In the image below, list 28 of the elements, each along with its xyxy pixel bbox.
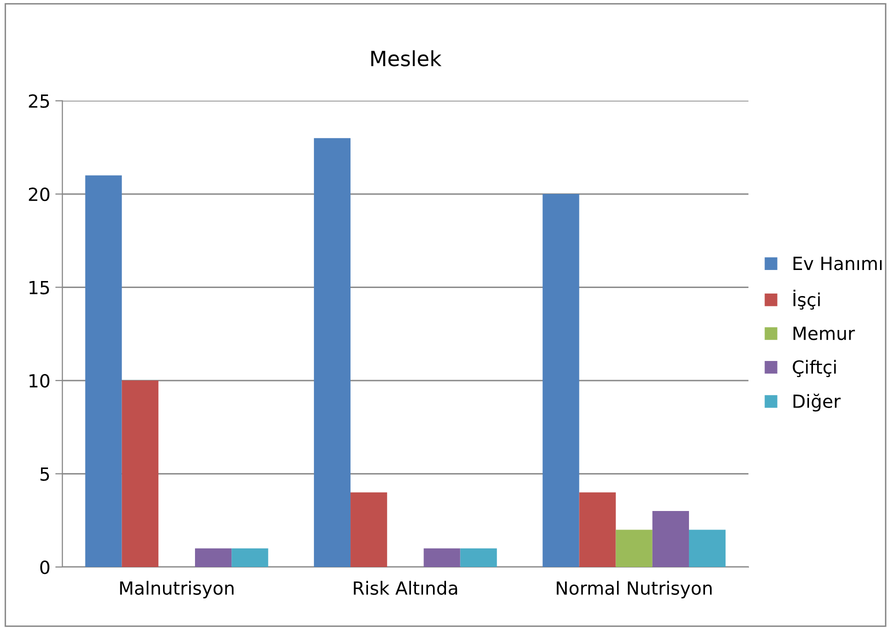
x-tick-label: Normal Nutrisyon bbox=[556, 580, 712, 598]
y-tick-label: 25 bbox=[28, 94, 49, 108]
bar bbox=[195, 548, 232, 567]
bar bbox=[652, 511, 689, 567]
y-tick-label: 5 bbox=[40, 467, 49, 481]
bar bbox=[122, 380, 158, 567]
bar bbox=[314, 138, 351, 567]
bar bbox=[579, 492, 616, 567]
y-tick-label: 20 bbox=[28, 188, 50, 202]
y-tick-label: 0 bbox=[40, 560, 50, 574]
legend-label: Diğer bbox=[794, 394, 841, 412]
bar bbox=[616, 530, 652, 567]
bar bbox=[424, 548, 460, 567]
bar bbox=[542, 194, 580, 567]
legend-label: Memur bbox=[794, 326, 855, 340]
legend-label: Ev Hanımı bbox=[794, 256, 882, 270]
y-tick-label: 10 bbox=[30, 374, 50, 388]
x-tick-label: Risk Altında bbox=[354, 580, 458, 595]
legend-label: Çiftçi bbox=[792, 360, 836, 378]
y-tick-label: 15 bbox=[30, 280, 49, 294]
chart-title: Meslek bbox=[371, 50, 442, 66]
x-tick-label: Malnutrisyon bbox=[120, 580, 234, 598]
bar bbox=[350, 492, 388, 567]
legend-label: İşçi bbox=[794, 290, 820, 310]
bar bbox=[688, 530, 726, 567]
bar bbox=[232, 548, 268, 567]
bar bbox=[85, 175, 122, 567]
bar bbox=[460, 548, 497, 567]
